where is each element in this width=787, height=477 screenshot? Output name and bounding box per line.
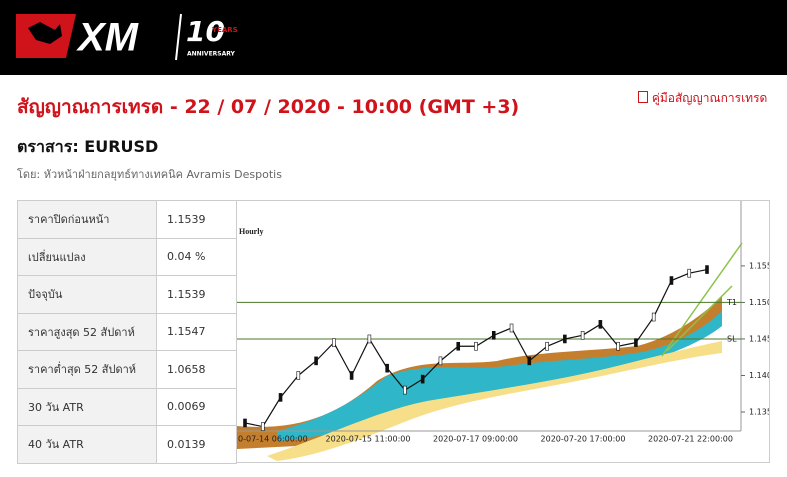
target-arrow xyxy=(666,285,733,352)
page-title: สัญญาณการเทรด - 22 / 07 / 2020 - 10:00 (… xyxy=(17,96,520,118)
table-row: ปัจจุบัน 1.1539 xyxy=(17,275,237,314)
candle xyxy=(545,341,549,351)
chart-box: Hourly 1.1550 1.1500 1.1450 1.1400 1.1350 T1 SL… xyxy=(236,200,777,463)
logo-divider xyxy=(175,13,182,61)
logo-years: YEARS xyxy=(211,26,238,34)
label-cell: ราคาสูงสุด 52 สัปดาห์ xyxy=(17,312,157,351)
candle xyxy=(669,276,674,285)
candle xyxy=(651,312,656,322)
table-row: ราคาปิดก่อนหน้า 1.1539 xyxy=(17,200,237,239)
label-cell: 40 วัน ATR xyxy=(17,425,157,464)
candle xyxy=(456,341,461,351)
candle xyxy=(705,265,709,274)
value-cell: 1.0658 xyxy=(156,350,237,389)
header-bar: XM 10 YEARS ANNIVERSARY xyxy=(0,0,787,75)
label-cell: ปัจจุบัน xyxy=(17,275,157,314)
instrument: ตราสาร: EURUSD xyxy=(17,137,159,156)
candle xyxy=(349,371,354,380)
value-cell: 1.1547 xyxy=(156,312,237,351)
table-row: ราคาสูงสุด 52 สัปดาห์ 1.1547 xyxy=(17,312,237,351)
y-tick-label: 1.1400 xyxy=(749,371,769,380)
candle xyxy=(385,363,389,373)
candle xyxy=(367,334,372,344)
logo-bull xyxy=(28,22,62,44)
candle xyxy=(314,356,318,366)
y-tick-label: 1.1550 xyxy=(749,261,769,270)
x-tick-label: 2020-07-20 17:00:00 xyxy=(541,435,626,444)
label-cell: เปลี่ยนแปลง xyxy=(17,237,157,276)
x-tick-label: 0-07-14 06:00:00 xyxy=(238,435,308,444)
candle xyxy=(598,320,603,329)
band-inner xyxy=(277,311,722,441)
logo[interactable]: XM 10 YEARS ANNIVERSARY xyxy=(0,0,260,75)
x-tick-label: 2020-07-15 11:00:00 xyxy=(326,435,411,444)
pdf-icon xyxy=(638,91,648,103)
candle xyxy=(296,371,301,380)
table-row: เปลี่ยนแปลง 0.04 % xyxy=(17,237,237,276)
candle xyxy=(403,385,407,395)
x-tick-label: 2020-07-17 09:00:00 xyxy=(433,435,518,444)
table-row: 30 วัน ATR 0.0069 xyxy=(17,387,237,426)
label-cell: 30 วัน ATR xyxy=(17,387,157,426)
target-arrow xyxy=(661,242,743,357)
author: โดย: หัวหน้าฝ่ายกลยุทธ์ทางเทคนิค Avramis… xyxy=(17,168,282,181)
candle xyxy=(509,323,514,333)
x-tick-label: 2020-07-21 22:00:00 xyxy=(648,435,733,444)
candle xyxy=(634,338,638,347)
table-row: ราคาต่ำสุด 52 สัปดาห์ 1.0658 xyxy=(17,350,237,389)
candle xyxy=(332,338,336,347)
stats-table: ราคาปิดก่อนหน้า 1.1539 เปลี่ยนแปลง 0.04 % ปั… xyxy=(17,200,237,464)
logo-badge: 10 xyxy=(186,15,225,48)
y-tick-label: 1.1500 xyxy=(749,298,769,307)
value-cell: 1.1539 xyxy=(156,200,237,239)
candle xyxy=(491,331,496,340)
value-cell: 0.04 % xyxy=(156,237,237,276)
candle xyxy=(243,418,247,428)
candle xyxy=(527,356,532,366)
candle xyxy=(260,422,265,431)
guide-text[interactable]: คู่มือสัญญาณการเทรด xyxy=(651,91,768,105)
level-label: SL xyxy=(727,334,737,343)
logo-text: XM xyxy=(76,16,140,60)
candle xyxy=(278,393,283,402)
value-cell: 1.1539 xyxy=(156,275,237,314)
level-label: T1 xyxy=(726,298,737,307)
chart-title: Hourly xyxy=(239,227,263,236)
y-tick-label: 1.1350 xyxy=(749,408,769,417)
candle xyxy=(474,341,478,351)
candle xyxy=(563,334,567,344)
value-cell: 0.0139 xyxy=(156,425,237,464)
candle xyxy=(687,268,692,278)
label-cell: ราคาปิดก่อนหน้า xyxy=(17,200,157,239)
candle xyxy=(616,341,620,351)
logo-anniversary: ANNIVERSARY xyxy=(187,51,236,58)
candle xyxy=(438,356,443,366)
guide-link[interactable]: คู่มือสัญญาณการเทรด xyxy=(638,89,767,108)
label-cell: ราคาต่ำสุด 52 สัปดาห์ xyxy=(17,350,157,389)
chart: Hourly 1.1550 1.1500 1.1450 1.1400 1.1350 T1 SL… xyxy=(237,201,777,461)
value-cell: 0.0069 xyxy=(156,387,237,426)
y-tick-label: 1.1450 xyxy=(749,334,769,343)
candle xyxy=(580,331,585,340)
table-row: 40 วัน ATR 0.0139 xyxy=(17,425,237,464)
candle xyxy=(420,374,425,384)
